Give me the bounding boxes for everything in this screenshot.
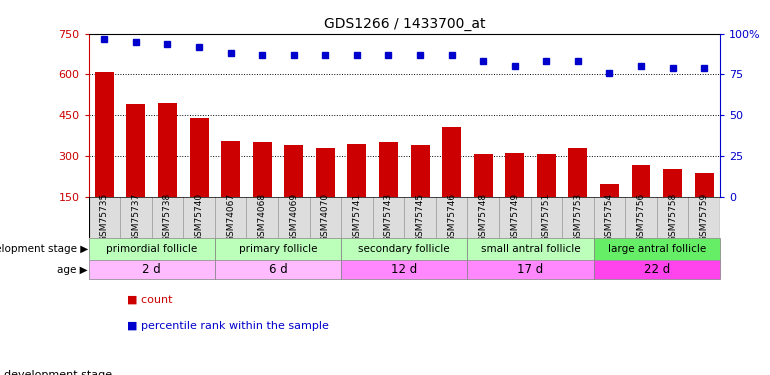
Bar	[284, 145, 303, 196]
Bar	[158, 103, 177, 196]
Text: development stage: development stage	[4, 370, 112, 375]
Text: GSM75741: GSM75741	[353, 193, 361, 242]
Text: GSM75759: GSM75759	[700, 193, 708, 242]
Text: primordial follicle: primordial follicle	[106, 244, 197, 254]
Bar	[95, 72, 114, 196]
Bar	[379, 142, 398, 196]
Text: GSM75737: GSM75737	[132, 193, 140, 242]
Text: GSM75738: GSM75738	[163, 193, 172, 242]
Bar	[631, 165, 651, 196]
Text: small antral follicle: small antral follicle	[480, 244, 581, 254]
Text: 2 d: 2 d	[142, 263, 161, 276]
Bar	[316, 148, 335, 196]
Text: GSM74070: GSM74070	[321, 193, 330, 242]
Bar	[474, 154, 493, 196]
Bar	[663, 170, 682, 196]
Bar	[695, 174, 714, 196]
Text: GSM74068: GSM74068	[258, 193, 266, 242]
Text: primary follicle: primary follicle	[239, 244, 317, 254]
Text: GSM75753: GSM75753	[574, 193, 582, 242]
Text: age ▶: age ▶	[57, 265, 88, 275]
Bar	[341, 238, 467, 260]
Bar	[594, 238, 720, 260]
Text: GSM75748: GSM75748	[479, 193, 487, 242]
Bar	[341, 260, 467, 279]
Bar	[410, 145, 430, 196]
Text: GSM75756: GSM75756	[637, 193, 645, 242]
Bar	[442, 128, 461, 196]
Text: secondary follicle: secondary follicle	[359, 244, 450, 254]
Text: ■ count: ■ count	[127, 294, 172, 304]
Bar	[467, 260, 594, 279]
Text: GSM75743: GSM75743	[384, 193, 393, 242]
Text: GSM75745: GSM75745	[416, 193, 424, 242]
Bar	[89, 238, 215, 260]
Bar	[537, 154, 556, 196]
Bar	[594, 260, 720, 279]
Bar	[89, 260, 215, 279]
Text: 12 d: 12 d	[391, 263, 417, 276]
Bar	[347, 144, 367, 196]
Bar	[505, 153, 524, 197]
Text: GSM75740: GSM75740	[195, 193, 203, 242]
Bar	[189, 118, 209, 196]
Text: GSM75754: GSM75754	[605, 193, 614, 242]
Bar	[215, 260, 341, 279]
Title: GDS1266 / 1433700_at: GDS1266 / 1433700_at	[323, 17, 485, 32]
Bar	[221, 141, 240, 196]
Text: 22 d: 22 d	[644, 263, 670, 276]
Text: GSM74067: GSM74067	[226, 193, 235, 242]
Text: GSM75758: GSM75758	[668, 193, 677, 242]
Text: GSM75735: GSM75735	[100, 193, 109, 242]
Bar	[253, 142, 272, 196]
Bar	[600, 184, 619, 196]
Bar	[126, 104, 146, 196]
Bar	[467, 238, 594, 260]
Text: development stage ▶: development stage ▶	[0, 244, 88, 254]
Text: GSM75751: GSM75751	[542, 193, 551, 242]
Text: GSM75749: GSM75749	[511, 193, 519, 242]
Text: ■ percentile rank within the sample: ■ percentile rank within the sample	[127, 321, 329, 331]
Text: GSM74069: GSM74069	[290, 193, 298, 242]
Text: GSM75746: GSM75746	[447, 193, 456, 242]
Bar	[568, 148, 588, 196]
Text: 6 d: 6 d	[269, 263, 287, 276]
Bar	[215, 238, 341, 260]
Text: large antral follicle: large antral follicle	[608, 244, 706, 254]
Text: 17 d: 17 d	[517, 263, 544, 276]
